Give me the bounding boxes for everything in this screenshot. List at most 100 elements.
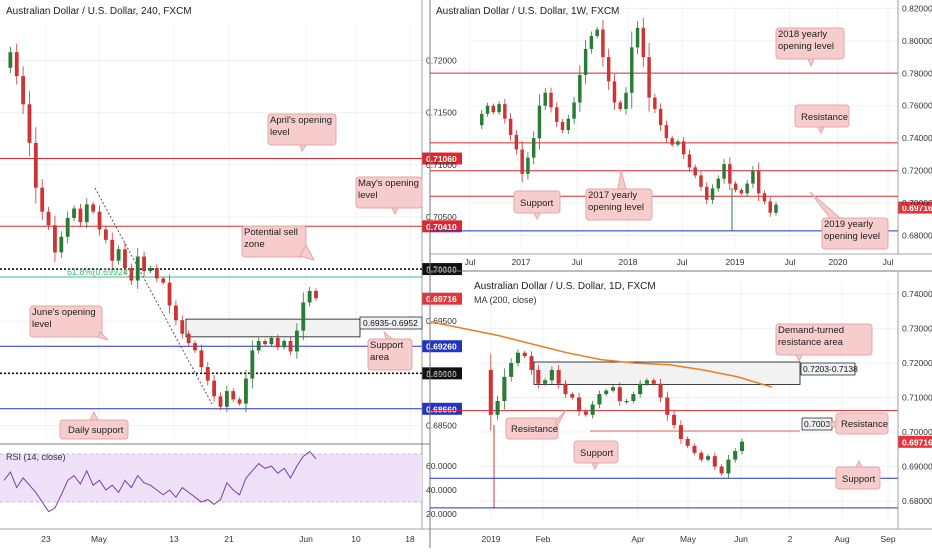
w1-ytick-label: 0.72000 [902,166,932,176]
h4-candle [123,249,127,269]
w1-candle [549,92,553,108]
w1-candle [681,141,686,155]
d1-candle [665,397,670,415]
h4-candle [205,367,210,381]
h4-candle [218,396,223,407]
d1-ytick-label: 0.73000 [902,324,932,334]
w1-candle [664,125,669,139]
h4-candle [103,229,108,240]
w1-candle [618,102,622,109]
h4-level-tag [422,220,462,233]
d1-current-tag-text: 0.69716 [902,437,932,447]
h4-candle [301,302,306,331]
w1-xtick-label: Jul [883,257,894,267]
h4-candle [110,239,115,261]
d1-candle [515,352,520,364]
h4-candle [8,52,13,68]
h4-price-axis: 0.72000 0.71500 0.71000 0.70500 0.70000 0.695… [421,0,457,529]
w1-callout-2017: 2017 yearly opening level [585,169,653,221]
w1-callout-support-text: Support [520,198,554,209]
d1-xtick-label: Apr [631,534,644,544]
h4-xtick-label: Jun [299,534,313,544]
w1-candle [514,134,519,150]
d1-candle [549,369,554,381]
w1-callout-resistance-text: Resistance [801,112,848,123]
d1-candle [706,456,711,460]
d1-candle [719,466,724,474]
d1-level-tag-text: 0.70620 [902,406,932,416]
h4-level-tag [422,263,462,276]
d1-candle [638,383,643,395]
d1-xtick-label: Feb [536,534,551,544]
d1-callout-support-right: Support [835,459,881,490]
h4-callout-sell-zone-text: Potential sell zone [244,227,298,250]
d1-xtick-label: May [680,534,697,544]
h4-callout-april-text: April's opening level [270,115,333,138]
h4-candle [148,268,153,272]
d1-candle [536,369,541,384]
h4-candle [129,268,134,281]
d1-callout-demand-resistance: Demand-turned resistance area [775,323,873,363]
d1-candle [604,390,609,395]
d1-time-axis: 2019 Feb Apr May Jun 2 Aug Sep [482,534,896,544]
h4-candle [167,282,172,306]
w1-xtick-label: Jul [677,257,688,267]
w1-callout-2019-text: 2019 yearly opening level [824,219,880,242]
d1-candle [597,394,602,405]
h4-candle [116,249,121,261]
w1-xtick-label: Jul [465,257,476,267]
h4-candle [307,290,312,303]
d1-candle [644,380,649,384]
w1-candle [756,170,761,194]
d1-candle [726,459,731,474]
h4-candle [224,391,229,407]
w1-callout-resistance: Resistance [794,104,850,135]
w1-candle [768,201,772,213]
d1-ytick-label: 0.70000 [902,427,932,437]
panel-h4: 0.71060 0.70410 0.70000 0.69260 0.69000 0.686… [0,0,462,548]
h4-candle [154,268,159,279]
w1-current-tag [898,201,932,214]
h4-level-tag-text: 0.68660 [426,404,457,414]
w1-candle [699,175,703,187]
w1-candle [526,157,530,174]
d1-ytick-label: 0.72000 [902,358,932,368]
h4-candle [161,278,166,283]
d1-candle [488,369,493,415]
w1-candle [762,193,767,202]
d1-zone-label: 0.7203-0.7138 [803,364,858,374]
w1-callout-2019: 2019 yearly opening level [809,191,889,250]
h4-callout-daily-support: Daily support [59,410,129,440]
d1-level-tag-text: 0.67800 [902,503,932,513]
w1-candle [480,113,484,126]
h4-callout-june-text: June's opening level [32,307,96,330]
w1-candle [716,178,721,189]
d1-candle [699,452,704,460]
d1-candle [678,425,683,439]
h4-candle [174,305,178,321]
h4-ytick-label: 0.71500 [426,108,457,118]
h4-time-axis: 23 May 13 21 Jun 10 18 [41,534,415,544]
h4-ytick-label: 0.70000 [426,264,457,274]
w1-candle [606,57,611,82]
w1-ytick-label: 0.78000 [902,68,932,78]
h4-rsi-panel: 60.0000 40.0000 20.0000 RSI (14, close) [0,443,457,519]
w1-candle [751,170,755,184]
w1-xtick-label: Jul [572,257,583,267]
h4-level-tag [422,152,462,165]
h4-candle [46,211,51,226]
w1-candle [560,121,565,131]
h4-current-tag-text: 0.69716 [426,294,457,304]
w1-price-axis: 0.82000 0.80000 0.78000 0.76000 0.74000 0.720… [897,0,932,254]
h4-candle [78,208,83,223]
d1-candle [610,387,616,391]
h4-rsi-tick-label: 20.0000 [426,509,457,519]
w1-candle [566,118,571,131]
w1-candle [572,102,576,119]
h4-zone-label-box [359,316,423,330]
d1-callout-resistance-left: Resistance [505,409,567,440]
d1-candle [583,411,588,415]
d1-candle [672,414,677,426]
w1-xtick-label: Jul [785,257,796,267]
h4-callout-daily-support-text: Daily support [68,425,124,436]
